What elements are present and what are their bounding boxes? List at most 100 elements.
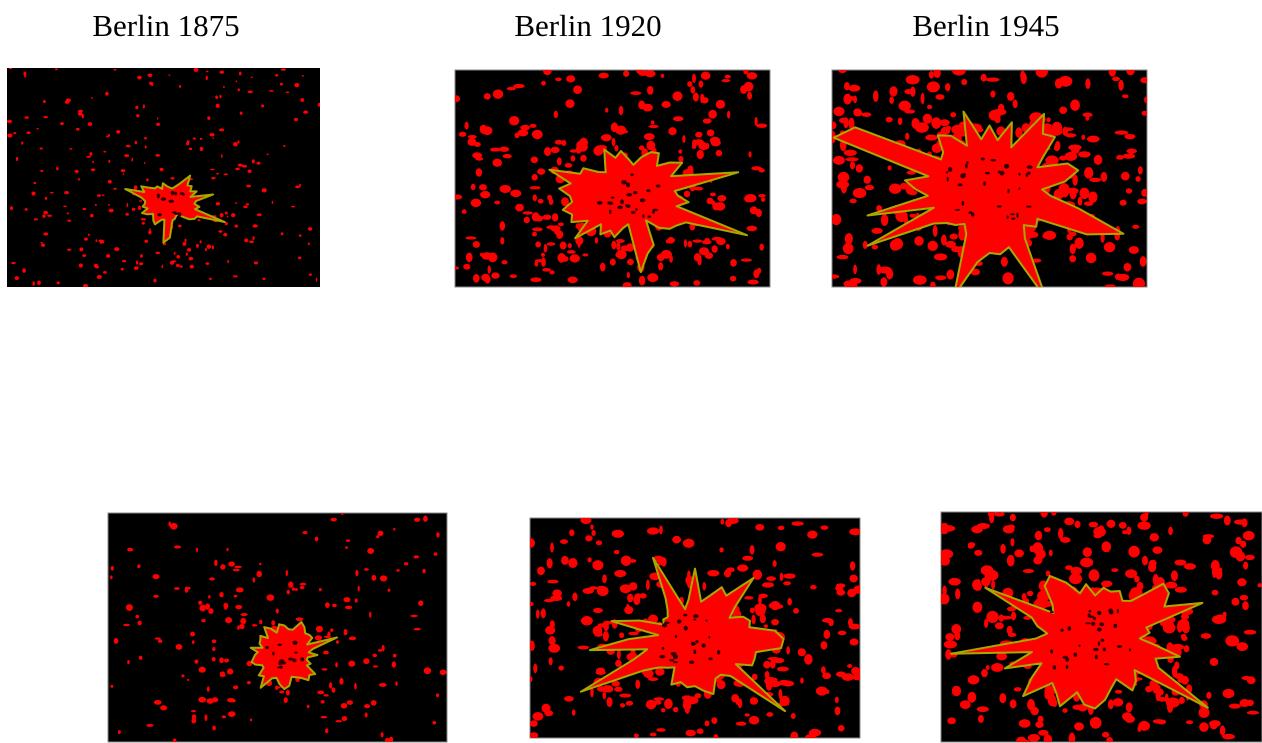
settlement bbox=[659, 525, 663, 534]
settlement bbox=[97, 194, 101, 196]
settlement bbox=[849, 624, 861, 630]
settlement bbox=[294, 83, 299, 87]
settlement bbox=[898, 117, 903, 125]
settlement bbox=[989, 110, 1001, 121]
core-gap bbox=[157, 193, 160, 198]
settlement bbox=[404, 562, 408, 565]
settlement bbox=[557, 157, 562, 165]
settlement bbox=[329, 682, 332, 688]
settlement bbox=[999, 693, 1006, 703]
settlement bbox=[529, 186, 540, 189]
settlement bbox=[596, 540, 602, 545]
settlement bbox=[227, 668, 233, 674]
settlement bbox=[208, 595, 211, 599]
settlement bbox=[547, 558, 553, 568]
settlement bbox=[1027, 591, 1033, 596]
settlement bbox=[720, 519, 724, 525]
settlement bbox=[1212, 590, 1219, 596]
settlement bbox=[330, 518, 336, 522]
settlement bbox=[759, 244, 763, 251]
core-gap bbox=[998, 170, 1001, 173]
settlement bbox=[488, 265, 491, 273]
settlement bbox=[78, 110, 83, 113]
settlement bbox=[566, 75, 575, 82]
settlement bbox=[843, 243, 854, 254]
settlement bbox=[1239, 699, 1249, 707]
settlement bbox=[106, 254, 110, 258]
settlement bbox=[550, 620, 555, 628]
settlement bbox=[1055, 141, 1060, 151]
settlement bbox=[935, 94, 944, 100]
settlement bbox=[747, 226, 758, 232]
settlement bbox=[67, 212, 69, 214]
settlement bbox=[214, 560, 217, 566]
core-gap bbox=[630, 173, 633, 176]
settlement bbox=[849, 528, 861, 535]
core-gap bbox=[673, 654, 678, 659]
core-gap bbox=[1060, 629, 1063, 632]
settlement bbox=[380, 575, 387, 581]
settlement bbox=[628, 632, 638, 636]
settlement bbox=[90, 214, 94, 218]
settlement bbox=[649, 125, 659, 128]
settlement bbox=[531, 157, 539, 164]
settlement bbox=[635, 680, 640, 689]
settlement bbox=[503, 154, 512, 158]
settlement bbox=[1052, 699, 1058, 707]
core-gap bbox=[695, 640, 699, 643]
settlement bbox=[126, 203, 128, 207]
settlement bbox=[291, 206, 295, 208]
settlement bbox=[543, 214, 552, 219]
settlement bbox=[440, 669, 447, 675]
settlement bbox=[561, 556, 569, 565]
core-gap bbox=[1004, 164, 1009, 169]
settlement bbox=[1010, 514, 1016, 522]
settlement bbox=[209, 133, 214, 137]
settlement bbox=[1060, 537, 1071, 543]
settlement bbox=[607, 697, 613, 707]
settlement bbox=[1028, 734, 1040, 742]
settlement bbox=[154, 700, 162, 705]
settlement bbox=[549, 657, 553, 665]
settlement bbox=[1120, 200, 1127, 206]
settlement bbox=[1140, 256, 1147, 267]
core-gap bbox=[1027, 172, 1030, 175]
core-gap bbox=[946, 171, 948, 173]
settlement bbox=[986, 78, 1000, 82]
core-gap bbox=[1027, 165, 1033, 169]
core-gap bbox=[1007, 215, 1009, 219]
settlement bbox=[658, 262, 663, 270]
settlement bbox=[602, 574, 607, 583]
settlement bbox=[137, 76, 141, 80]
settlement bbox=[1101, 172, 1108, 182]
settlement bbox=[750, 697, 758, 705]
settlement bbox=[233, 142, 238, 147]
settlement bbox=[57, 281, 60, 284]
settlement bbox=[619, 106, 623, 116]
settlement bbox=[97, 275, 102, 279]
settlement bbox=[216, 202, 220, 206]
settlement bbox=[473, 274, 480, 283]
settlement bbox=[762, 582, 774, 587]
settlement bbox=[152, 574, 159, 579]
settlement bbox=[332, 687, 336, 692]
settlement bbox=[168, 521, 171, 526]
settlement bbox=[843, 94, 851, 105]
settlement bbox=[161, 265, 163, 269]
settlement bbox=[344, 629, 348, 635]
settlement bbox=[321, 700, 325, 703]
settlement bbox=[484, 93, 491, 100]
settlement bbox=[364, 704, 370, 708]
settlement bbox=[339, 678, 343, 685]
settlement bbox=[708, 110, 717, 119]
settlement bbox=[707, 129, 715, 136]
settlement bbox=[41, 244, 45, 247]
settlement bbox=[50, 192, 54, 194]
settlement bbox=[99, 239, 104, 242]
settlement bbox=[998, 104, 1004, 111]
settlement bbox=[636, 68, 644, 74]
settlement bbox=[227, 216, 228, 218]
core-gap bbox=[1063, 656, 1068, 659]
settlement bbox=[198, 601, 202, 605]
settlement bbox=[661, 254, 668, 259]
